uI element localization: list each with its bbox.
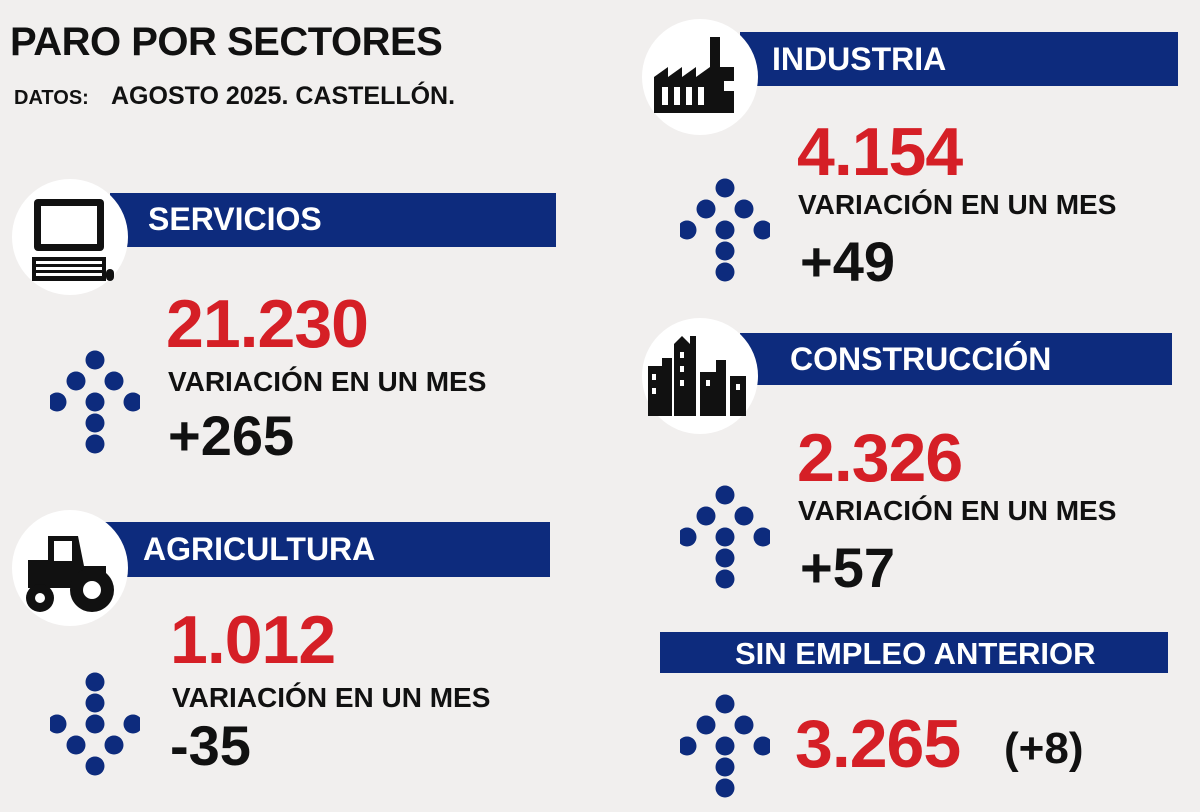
sector-value: 2.326 (797, 420, 963, 496)
arrow-up (680, 485, 770, 589)
icon-computer (12, 179, 128, 295)
banner (110, 193, 556, 247)
arrow-dot (50, 392, 67, 412)
sector-name: CONSTRUCCIÓN (790, 341, 1052, 377)
arrow-dot (66, 371, 86, 391)
arrow-dot (85, 714, 105, 734)
arrow-up (680, 178, 770, 282)
arrow-dot (715, 757, 735, 777)
variation: +57 (800, 536, 895, 599)
variation-label: VARIACIÓN EN UN MES (172, 682, 491, 713)
arrow-dot (104, 735, 124, 755)
icon-tractor (12, 510, 128, 626)
subtitle-label: DATOS: (14, 87, 89, 109)
arrow-dot (696, 506, 716, 526)
banner (660, 632, 1168, 673)
sector-value: 3.265 (795, 706, 961, 782)
subtitle: AGOSTO 2025. CASTELLÓN. (111, 82, 456, 110)
banner (105, 522, 550, 577)
arrow-dot (734, 506, 754, 526)
arrow-dot (85, 756, 105, 776)
arrow-dot (715, 548, 735, 568)
arrow-up (680, 694, 770, 798)
arrow-dot (753, 220, 770, 240)
sector-name: SIN EMPLEO ANTERIOR (735, 636, 1096, 671)
variation: (+8) (1004, 724, 1084, 773)
arrow-dot (715, 694, 735, 714)
arrow-dot (753, 736, 770, 756)
arrow-dot (696, 199, 716, 219)
arrow-dot (715, 220, 735, 240)
arrow-dot (715, 178, 735, 198)
arrow-down (50, 672, 140, 776)
arrow-dot (85, 693, 105, 713)
arrow-dot (680, 220, 697, 240)
variation-label: VARIACIÓN EN UN MES (798, 495, 1117, 526)
arrow-dot (715, 527, 735, 547)
arrow-dot (715, 262, 735, 282)
variation: +265 (168, 404, 295, 467)
arrow-dot (715, 241, 735, 261)
arrow-dot (123, 392, 140, 412)
arrow-dot (734, 715, 754, 735)
arrow-dot (715, 736, 735, 756)
arrow-dot (85, 434, 105, 454)
variation-label: VARIACIÓN EN UN MES (168, 366, 487, 397)
sector-name: AGRICULTURA (143, 531, 376, 567)
sector-value: 1.012 (170, 602, 336, 678)
arrow-dot (85, 392, 105, 412)
icon-city (642, 318, 758, 434)
sector-name: SERVICIOS (148, 201, 322, 237)
arrow-dot (66, 735, 86, 755)
variation: -35 (170, 714, 251, 777)
variation: +49 (800, 230, 895, 293)
arrow-dot (753, 527, 770, 547)
banner (740, 32, 1178, 86)
arrow-dot (715, 485, 735, 505)
arrow-dot (104, 371, 124, 391)
arrow-dot (715, 778, 735, 798)
title: PARO POR SECTORES (10, 20, 443, 64)
sector-value: 21.230 (166, 286, 369, 362)
variation-label: VARIACIÓN EN UN MES (798, 189, 1117, 220)
banner (740, 333, 1172, 385)
arrow-dot (50, 714, 67, 734)
sector-name: INDUSTRIA (772, 41, 947, 77)
sector-value: 4.154 (797, 114, 963, 190)
arrow-dot (715, 569, 735, 589)
arrow-dot (680, 736, 697, 756)
arrow-dot (696, 715, 716, 735)
arrow-dot (85, 413, 105, 433)
icon-factory (642, 19, 758, 135)
arrow-dot (734, 199, 754, 219)
arrow-up (50, 350, 140, 454)
arrow-dot (85, 350, 105, 370)
arrow-dot (680, 527, 697, 547)
arrow-dot (123, 714, 140, 734)
arrow-dot (85, 672, 105, 692)
